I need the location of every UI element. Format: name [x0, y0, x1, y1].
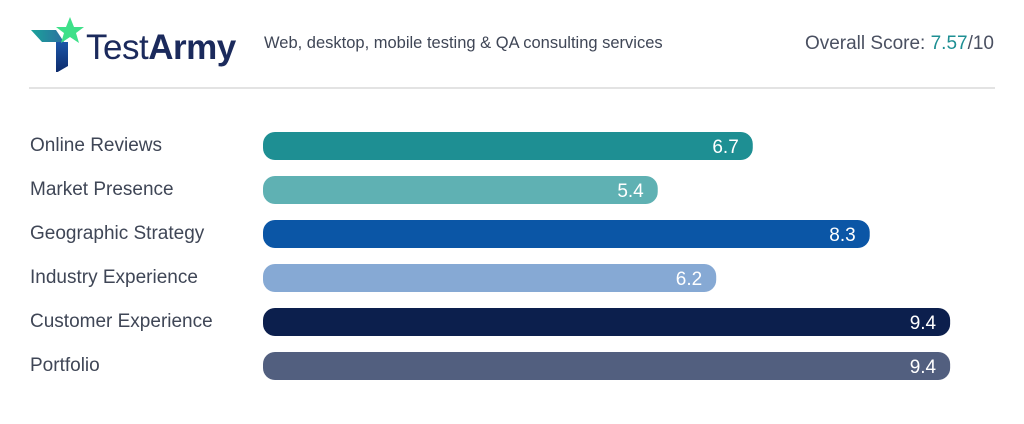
value-label-geographic-strategy: 8.3 — [829, 225, 855, 246]
bar-geographic-strategy — [263, 220, 870, 248]
category-label-geographic-strategy: Geographic Strategy — [30, 223, 205, 244]
overall-score-suffix: /10 — [967, 33, 994, 54]
brand-name: TestArmy — [86, 28, 236, 68]
value-label-market-presence: 5.4 — [617, 181, 644, 202]
value-label-customer-experience: 9.4 — [910, 313, 937, 334]
category-label-market-presence: Market Presence — [30, 179, 174, 200]
bar-market-presence — [263, 176, 658, 204]
header-divider — [29, 87, 995, 89]
brand-name-test: Test — [86, 28, 149, 67]
value-label-industry-experience: 6.2 — [676, 269, 702, 290]
value-label-online-reviews: 6.7 — [712, 137, 738, 158]
value-label-portfolio: 9.4 — [910, 357, 937, 378]
overall-score: Overall Score: 7.57/10 — [805, 33, 994, 55]
category-label-industry-experience: Industry Experience — [30, 267, 198, 288]
category-label-customer-experience: Customer Experience — [30, 311, 213, 332]
category-label-portfolio: Portfolio — [30, 355, 100, 376]
testarmy-logo: TestArmy — [28, 16, 238, 72]
overall-score-label: Overall Score: — [804, 33, 931, 54]
brand-name-army: Army — [148, 28, 236, 67]
bar-portfolio — [263, 352, 951, 380]
bar-industry-experience — [263, 264, 717, 292]
company-tagline: Web, desktop, mobile testing & QA consul… — [264, 34, 663, 52]
bar-online-reviews — [263, 132, 753, 160]
bar-customer-experience — [263, 308, 951, 336]
testarmy-star-icon — [31, 17, 84, 72]
category-label-online-reviews: Online Reviews — [30, 135, 162, 156]
overall-score-value: 7.57 — [930, 33, 968, 54]
